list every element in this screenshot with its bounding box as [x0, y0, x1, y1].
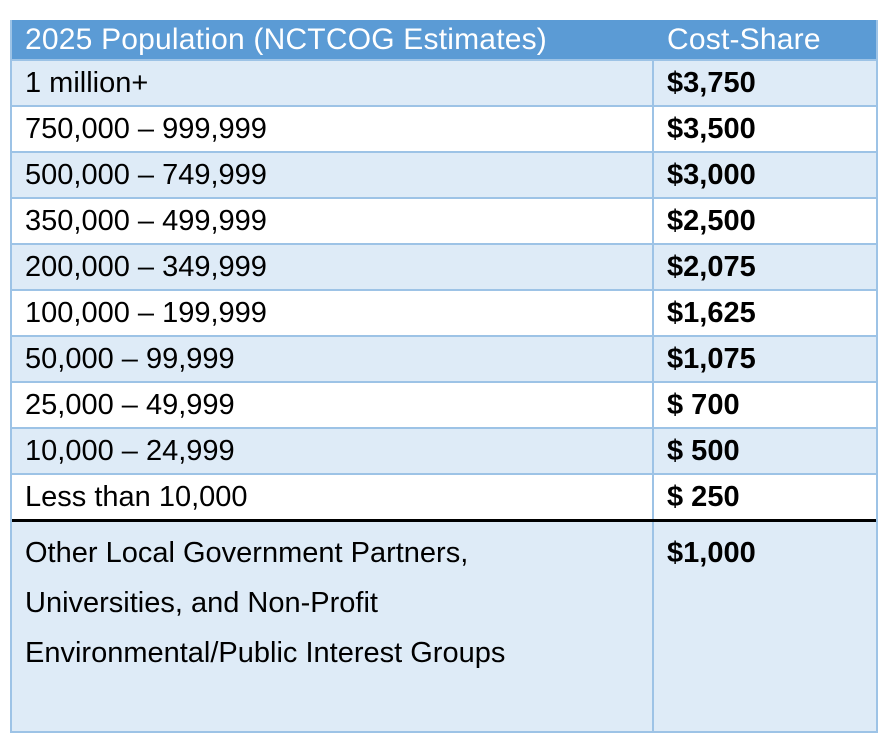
- population-cell: 500,000 – 749,999: [12, 153, 654, 197]
- table-row: 100,000 – 199,999 $1,625: [12, 289, 876, 335]
- cost-cell: $1,000: [667, 537, 756, 569]
- population-cell: 750,000 – 999,999: [12, 107, 654, 151]
- header-population-column: 2025 Population (NCTCOG Estimates): [25, 22, 548, 56]
- population-cell-text: Other Local Government Partners, Univers…: [25, 537, 506, 669]
- cost-cell: $3,000: [667, 158, 756, 191]
- table-row: 750,000 – 999,999 $3,500: [12, 105, 876, 151]
- table-row: Less than 10,000 $ 250: [12, 473, 876, 519]
- population-cell: Less than 10,000: [12, 475, 654, 519]
- population-cell: 350,000 – 499,999: [12, 199, 654, 243]
- population-cell: 10,000 – 24,999: [12, 429, 654, 473]
- cost-share-table: 2025 Population (NCTCOG Estimates) Cost-…: [10, 20, 878, 733]
- cost-cell: $ 250: [667, 480, 740, 513]
- header-cost-share-column: Cost-Share: [667, 22, 821, 56]
- table-row: 1 million+ $3,750: [12, 59, 876, 105]
- table-row: 25,000 – 49,999 $ 700: [12, 381, 876, 427]
- population-cell: 50,000 – 99,999: [12, 337, 654, 381]
- cost-cell: $2,500: [667, 204, 756, 237]
- cost-cell: $ 500: [667, 434, 740, 467]
- cost-cell: $1,625: [667, 296, 756, 329]
- table-row: 500,000 – 749,999 $3,000: [12, 151, 876, 197]
- cost-cell: $2,075: [667, 250, 756, 283]
- cost-cell: $ 700: [667, 388, 740, 421]
- table-header-row: 2025 Population (NCTCOG Estimates) Cost-…: [12, 20, 876, 59]
- table-row: 10,000 – 24,999 $ 500: [12, 427, 876, 473]
- table-row: 350,000 – 499,999 $2,500: [12, 197, 876, 243]
- population-cell: 1 million+: [12, 61, 654, 105]
- population-cell: 25,000 – 49,999: [12, 383, 654, 427]
- cost-cell: $3,750: [667, 66, 756, 99]
- population-cell: 100,000 – 199,999: [12, 291, 654, 335]
- table-row-other-partners: Other Local Government Partners, Univers…: [12, 519, 876, 731]
- table-row: 50,000 – 99,999 $1,075: [12, 335, 876, 381]
- cost-cell: $1,075: [667, 342, 756, 375]
- table-row: 200,000 – 349,999 $2,075: [12, 243, 876, 289]
- cost-cell: $3,500: [667, 112, 756, 145]
- population-cell: 200,000 – 349,999: [12, 245, 654, 289]
- population-cell: Other Local Government Partners, Univers…: [12, 522, 654, 731]
